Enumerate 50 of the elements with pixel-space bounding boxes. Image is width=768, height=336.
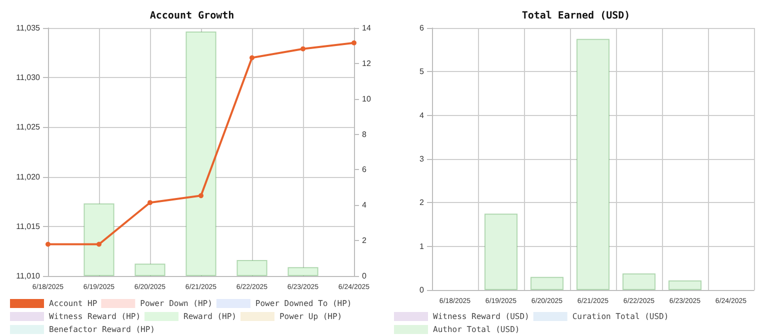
legend-label: Account HP [49,299,98,308]
point [352,40,356,46]
legend-label: Power Downed To (HP) [255,299,352,308]
chart-title: Account Growth [150,10,234,22]
y2-tick-label: 8 [362,130,367,139]
bar [84,203,114,276]
point [46,242,50,247]
y-tick-label: 4 [420,110,425,120]
y-tick-label: 11,030 [16,73,41,82]
legend-label: Benefactor Reward (HP) [49,325,155,334]
point [250,55,254,60]
legend-label: Witness Reward (USD) [433,312,530,321]
bar [236,260,268,276]
y-tick-label: 6 [420,24,425,32]
y-tick-label: 11,025 [16,122,41,132]
bar [622,273,656,290]
point [198,193,204,198]
bar [134,264,166,276]
point [96,242,102,247]
chart-title: Total Earned (USD) [522,10,630,22]
y-tick-label: 5 [420,67,425,76]
legend-label: Reward (HP) [184,312,236,321]
y-tick-label: 11,015 [16,222,41,231]
y2-tick-label: 4 [362,200,367,210]
legend-label: Witness Reward (HP) [49,312,141,321]
y-tick-label: 3 [420,154,425,164]
y-tick-label: 11,010 [16,272,41,280]
bar [576,38,610,290]
bar [484,214,518,290]
point [300,46,306,52]
y-tick-label: 1 [420,242,425,251]
y2-tick-label: 14 [362,24,372,32]
y-tick-label: 0 [420,286,425,294]
y-tick-label: 11,035 [16,24,41,32]
y2-tick-label: 6 [362,165,367,174]
bar [530,276,564,290]
bar [668,280,702,290]
legend-label: Author Total (USD) [433,325,520,334]
legend-label: Curation Total (USD) [572,312,669,321]
y2-tick-label: 2 [362,236,367,246]
y2-tick-label: 0 [362,272,367,280]
y-tick-label: 2 [420,198,425,208]
legend-label: Power Up (HP) [279,312,342,321]
legend-label: Power Down (HP) [140,299,212,308]
bar [186,32,216,276]
y2-tick-label: 10 [362,94,372,104]
y2-tick-label: 12 [362,58,372,68]
point [148,200,152,206]
y-tick-label: 11,020 [16,172,41,182]
bar [288,267,318,276]
